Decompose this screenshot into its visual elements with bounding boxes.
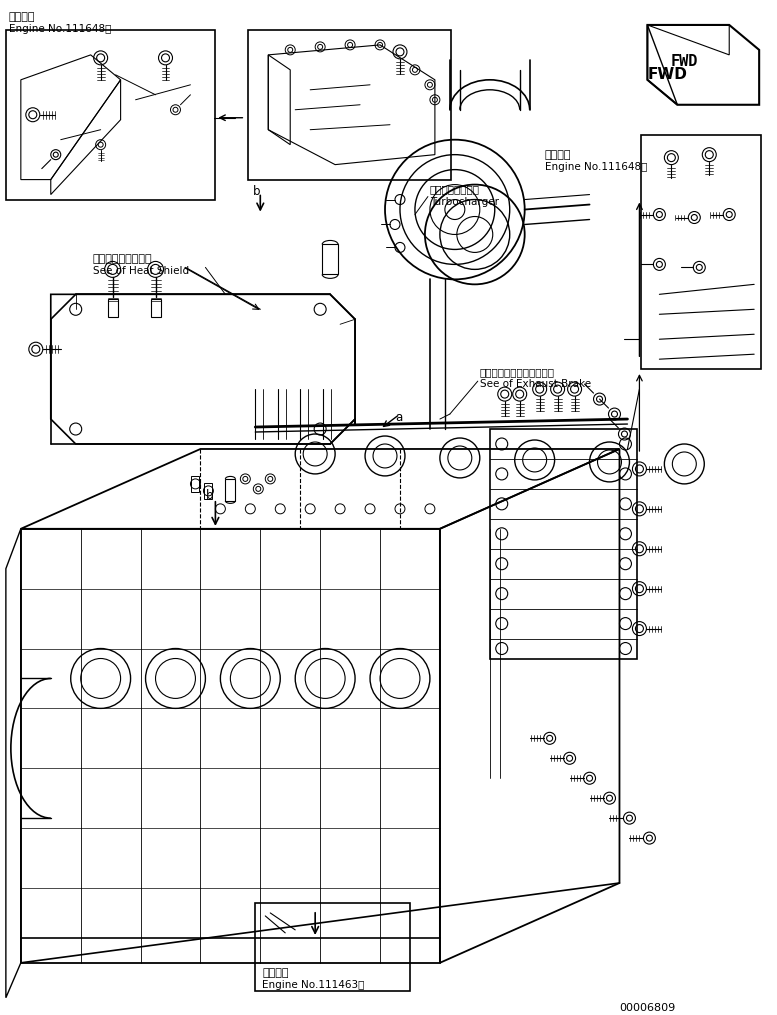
Text: FWD: FWD — [647, 67, 688, 82]
Bar — [322, 245, 338, 274]
Bar — [191, 476, 200, 492]
Bar — [256, 903, 410, 991]
Bar — [490, 429, 637, 659]
Text: Engine No.111463～: Engine No.111463～ — [263, 979, 364, 990]
Text: 00006809: 00006809 — [619, 1003, 676, 1013]
Text: b: b — [205, 489, 213, 501]
Text: a: a — [395, 411, 402, 424]
Text: Engine No.111648～: Engine No.111648～ — [545, 161, 647, 172]
Bar — [204, 483, 212, 498]
Text: ターボチャージャ: ターボチャージャ — [430, 185, 480, 195]
Text: Engine No.111648～: Engine No.111648～ — [9, 24, 111, 33]
Text: 適用号機: 適用号機 — [9, 12, 36, 22]
Bar — [6, 29, 215, 200]
Text: b: b — [253, 185, 261, 198]
Bar — [249, 29, 451, 180]
Text: 適用号機: 適用号機 — [263, 967, 289, 977]
Text: Turbocharger: Turbocharger — [430, 197, 499, 207]
Bar — [225, 479, 235, 500]
Bar — [108, 299, 117, 318]
Text: 適用号機: 適用号機 — [545, 149, 571, 159]
Text: エキゾーストブレーキ参照: エキゾーストブレーキ参照 — [479, 367, 555, 378]
Bar — [151, 299, 161, 318]
Text: ヒートシールド参照: ヒートシールド参照 — [92, 255, 152, 265]
Text: FWD: FWD — [671, 55, 698, 69]
Text: See of Exhaust Brake: See of Exhaust Brake — [479, 380, 591, 389]
Bar — [642, 135, 761, 369]
Text: See of Heat Shield: See of Heat Shield — [92, 266, 189, 276]
